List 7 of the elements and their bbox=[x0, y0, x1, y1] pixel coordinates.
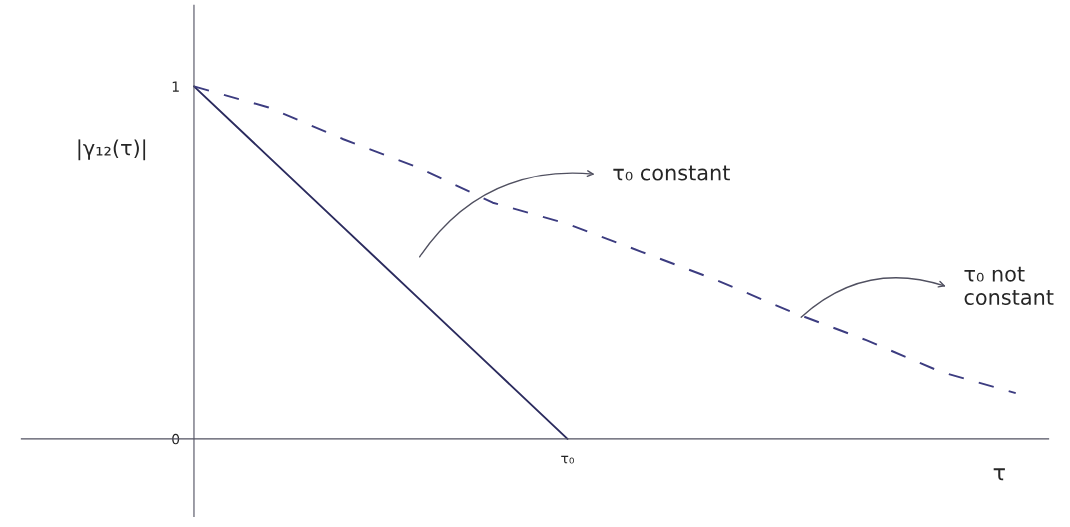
y-axis-title: |γ₁₂(τ)| bbox=[78, 139, 146, 161]
annotation: τ₀ not constant bbox=[964, 266, 1054, 306]
x-axis-title: τ bbox=[993, 468, 1005, 481]
y-tick-label: 1 bbox=[172, 81, 179, 92]
x-tick-label: τ₀ bbox=[561, 455, 574, 464]
annotation: τ₀ constant bbox=[613, 165, 730, 181]
line-series bbox=[193, 85, 569, 440]
